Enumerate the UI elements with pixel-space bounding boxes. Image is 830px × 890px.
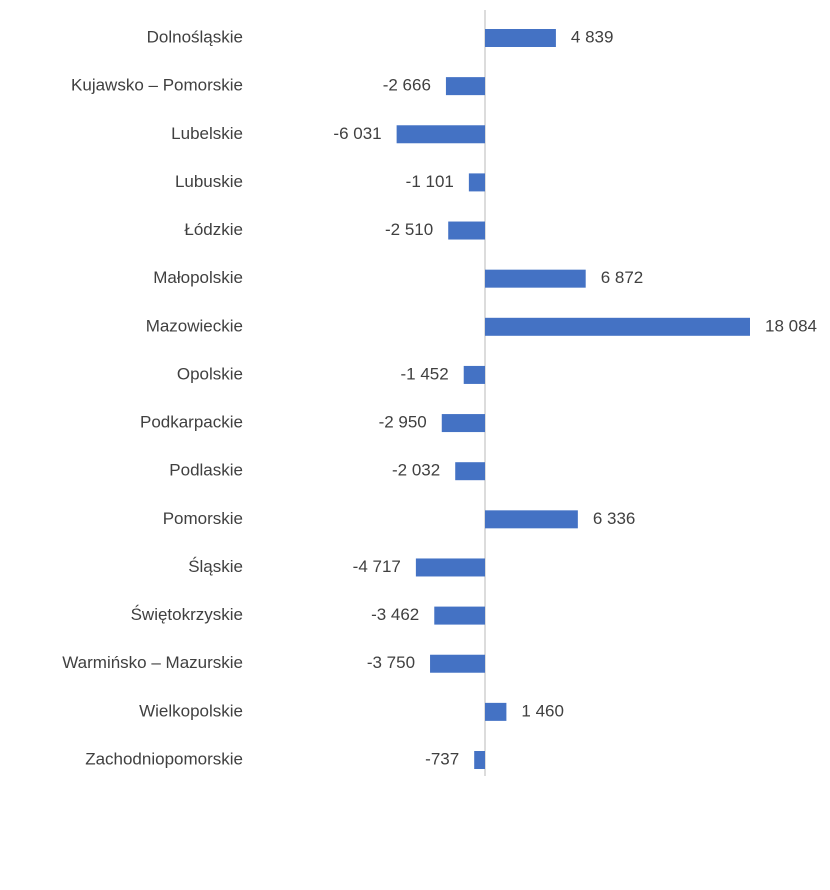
bar xyxy=(430,654,485,673)
bar xyxy=(445,77,485,96)
bar xyxy=(415,558,485,577)
y-tick-label: Zachodniopomorskie xyxy=(85,749,243,768)
y-tick-label: Lubuskie xyxy=(175,172,243,191)
data-label: -4 717 xyxy=(353,557,401,576)
data-label: -1 101 xyxy=(406,172,454,191)
data-label: -2 510 xyxy=(385,220,433,239)
y-tick-label: Wielkopolskie xyxy=(139,701,243,720)
bar xyxy=(485,269,586,288)
data-label: -6 031 xyxy=(333,124,381,143)
bar xyxy=(485,702,507,721)
bar xyxy=(463,365,485,384)
data-label: 6 336 xyxy=(593,509,636,528)
data-label: -3 462 xyxy=(371,605,419,624)
data-label: -1 452 xyxy=(401,364,449,383)
y-tick-label: Małopolskie xyxy=(153,268,243,287)
data-label: -2 032 xyxy=(392,461,440,480)
y-tick-label: Łódzkie xyxy=(184,220,243,239)
bar xyxy=(474,751,485,769)
y-tick-label: Mazowieckie xyxy=(146,316,243,335)
data-label: -2 666 xyxy=(383,76,431,95)
bar xyxy=(485,317,750,336)
data-label: -3 750 xyxy=(367,653,415,672)
y-tick-label: Pomorskie xyxy=(163,509,243,528)
y-tick-label: Świętokrzyskie xyxy=(131,605,243,624)
bar xyxy=(485,510,578,529)
y-tick-label: Lubelskie xyxy=(171,124,243,143)
y-tick-label: Warmińsko – Mazurskie xyxy=(62,653,243,672)
bar xyxy=(441,414,485,433)
bar xyxy=(468,173,485,192)
bar xyxy=(396,125,485,144)
y-tick-label: Kujawsko – Pomorskie xyxy=(71,76,243,95)
data-label: 6 872 xyxy=(601,268,644,287)
bar xyxy=(434,606,485,625)
bar xyxy=(448,221,485,240)
y-tick-label: Opolskie xyxy=(177,364,243,383)
bar xyxy=(485,29,556,47)
bar xyxy=(455,462,485,481)
y-tick-label: Dolnośląskie xyxy=(147,27,243,46)
y-tick-label: Podkarpackie xyxy=(140,413,243,432)
y-tick-label: Podlaskie xyxy=(169,461,243,480)
data-label: 1 460 xyxy=(521,701,564,720)
y-tick-label: Śląskie xyxy=(188,557,243,576)
data-label: 18 084 xyxy=(765,316,817,335)
data-label: 4 839 xyxy=(571,27,614,46)
data-label: -737 xyxy=(425,749,459,768)
data-label: -2 950 xyxy=(379,413,427,432)
